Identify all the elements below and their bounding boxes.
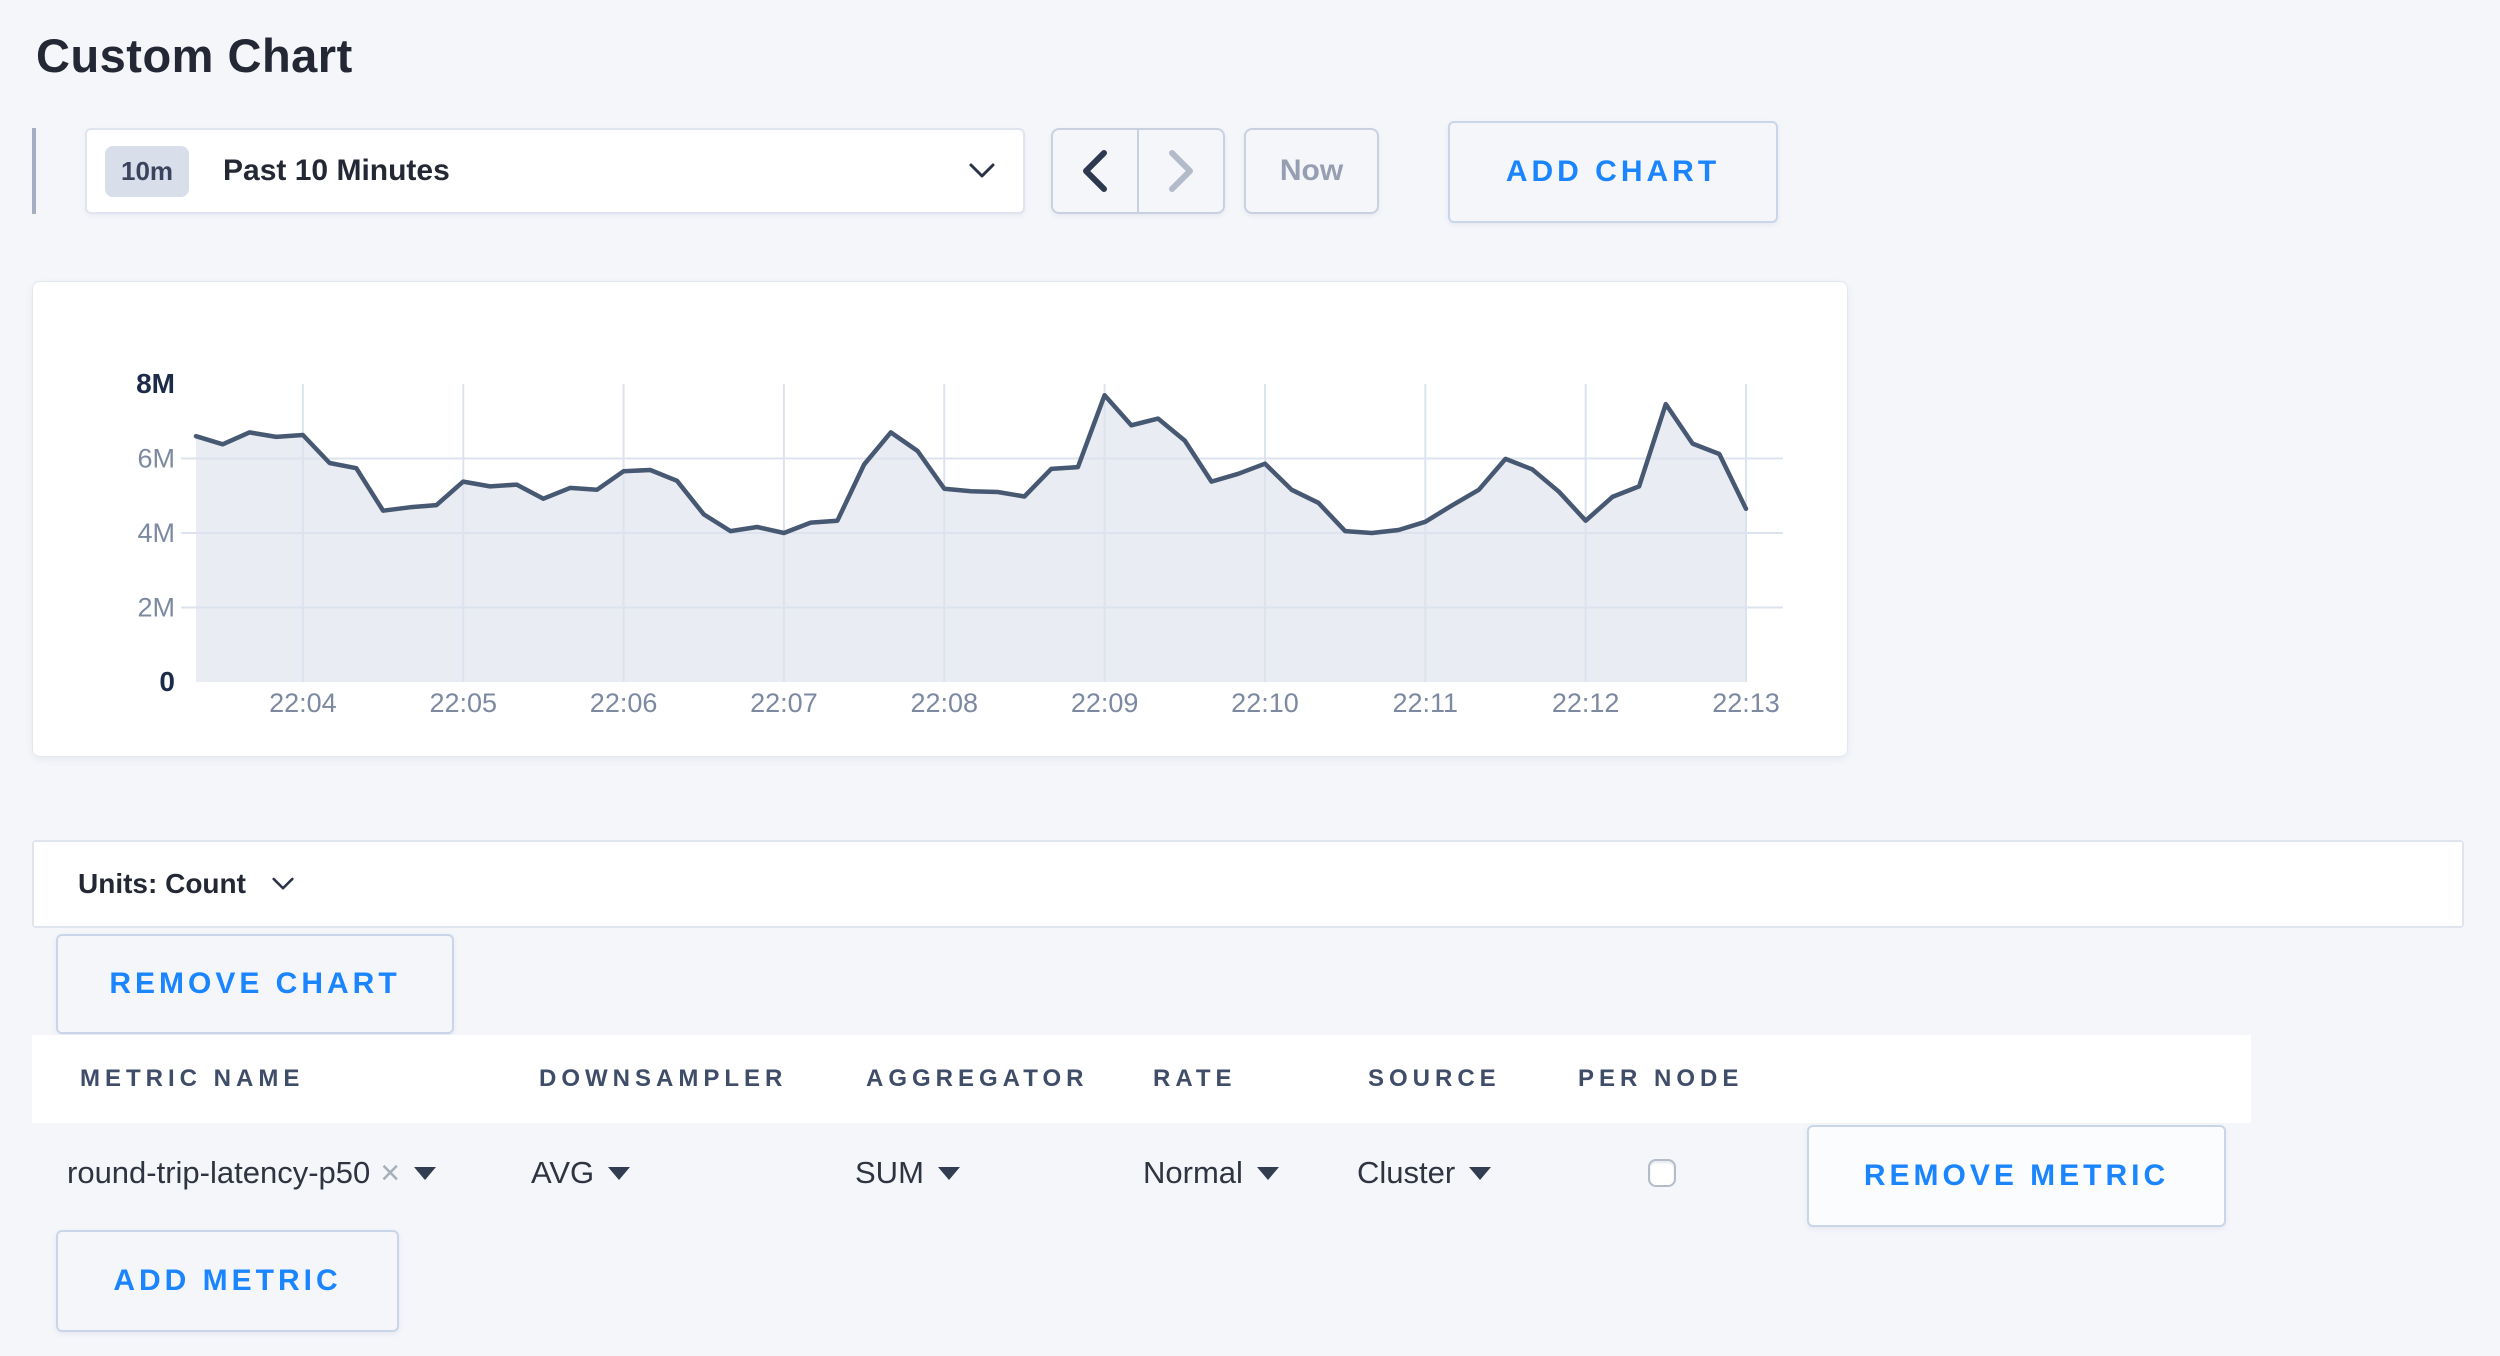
metrics-table-header: METRIC NAME DOWNSAMPLER AGGREGATOR RATE … — [32, 1035, 2251, 1123]
remove-chart-button[interactable]: REMOVE CHART — [56, 934, 454, 1034]
time-range-dropdown[interactable]: 10m Past 10 Minutes — [85, 128, 1025, 214]
svg-text:22:12: 22:12 — [1552, 688, 1620, 718]
aggregator-value: SUM — [855, 1155, 924, 1190]
metric-name-select[interactable]: round-trip-latency-p50 × — [67, 1144, 437, 1202]
chevron-right-icon — [1169, 150, 1193, 192]
svg-text:22:08: 22:08 — [910, 688, 978, 718]
metric-name-value: round-trip-latency-p50 — [67, 1155, 371, 1190]
col-header-aggregator: AGGREGATOR — [866, 1065, 1089, 1092]
svg-text:0: 0 — [159, 666, 175, 697]
units-dropdown[interactable]: Units: Count — [32, 840, 2464, 928]
per-node-checkbox[interactable] — [1648, 1159, 1676, 1187]
chevron-down-icon — [272, 877, 294, 890]
next-time-button[interactable] — [1137, 130, 1223, 212]
col-header-metric-name: METRIC NAME — [80, 1065, 305, 1092]
caret-down-icon — [414, 1166, 437, 1180]
now-button[interactable]: Now — [1244, 128, 1379, 214]
svg-text:22:13: 22:13 — [1712, 688, 1780, 718]
svg-text:22:04: 22:04 — [269, 688, 337, 718]
caret-down-icon — [937, 1166, 960, 1180]
downsampler-value: AVG — [531, 1155, 595, 1190]
time-range-label: Past 10 Minutes — [223, 154, 450, 187]
time-range-badge: 10m — [105, 145, 190, 197]
svg-text:2M: 2M — [137, 593, 175, 623]
aggregator-select[interactable]: SUM — [855, 1144, 960, 1202]
source-select[interactable]: Cluster — [1357, 1144, 1492, 1202]
svg-text:4M: 4M — [137, 518, 175, 548]
time-range-accent-bar — [32, 128, 36, 214]
col-header-downsampler: DOWNSAMPLER — [539, 1065, 788, 1092]
page-title: Custom Chart — [36, 29, 353, 82]
caret-down-icon — [608, 1166, 631, 1180]
custom-chart-card: 8M 6M 4M 2M 0 22:04 22:05 22:06 22:07 22:08 22:09 2… — [32, 281, 1848, 757]
col-header-per-node: PER NODE — [1578, 1065, 1744, 1092]
svg-text:22:10: 22:10 — [1231, 688, 1299, 718]
svg-text:6M: 6M — [137, 444, 175, 474]
chevron-down-icon — [969, 163, 995, 178]
svg-text:22:06: 22:06 — [590, 688, 658, 718]
downsampler-select[interactable]: AVG — [531, 1144, 631, 1202]
svg-text:22:05: 22:05 — [429, 688, 497, 718]
svg-text:22:07: 22:07 — [750, 688, 818, 718]
add-chart-button[interactable]: ADD CHART — [1448, 121, 1778, 223]
svg-text:8M: 8M — [136, 368, 175, 399]
col-header-source: SOURCE — [1368, 1065, 1501, 1092]
svg-text:22:09: 22:09 — [1071, 688, 1139, 718]
remove-metric-name-icon[interactable]: × — [380, 1154, 401, 1192]
latency-area-chart[interactable]: 8M 6M 4M 2M 0 22:04 22:05 22:06 22:07 22:08 22:09 2… — [33, 282, 1847, 756]
units-label: Units: Count — [78, 868, 246, 899]
rate-value: Normal — [1143, 1155, 1243, 1190]
caret-down-icon — [1469, 1166, 1492, 1180]
remove-metric-button[interactable]: REMOVE METRIC — [1807, 1125, 2226, 1227]
source-value: Cluster — [1357, 1155, 1456, 1190]
rate-select[interactable]: Normal — [1143, 1144, 1279, 1202]
add-metric-button[interactable]: ADD METRIC — [56, 1230, 399, 1332]
caret-down-icon — [1256, 1166, 1279, 1180]
time-nav-group — [1051, 128, 1225, 214]
col-header-rate: RATE — [1153, 1065, 1237, 1092]
svg-text:22:11: 22:11 — [1393, 688, 1459, 718]
prev-time-button[interactable] — [1053, 130, 1137, 212]
chevron-left-icon — [1083, 150, 1107, 192]
